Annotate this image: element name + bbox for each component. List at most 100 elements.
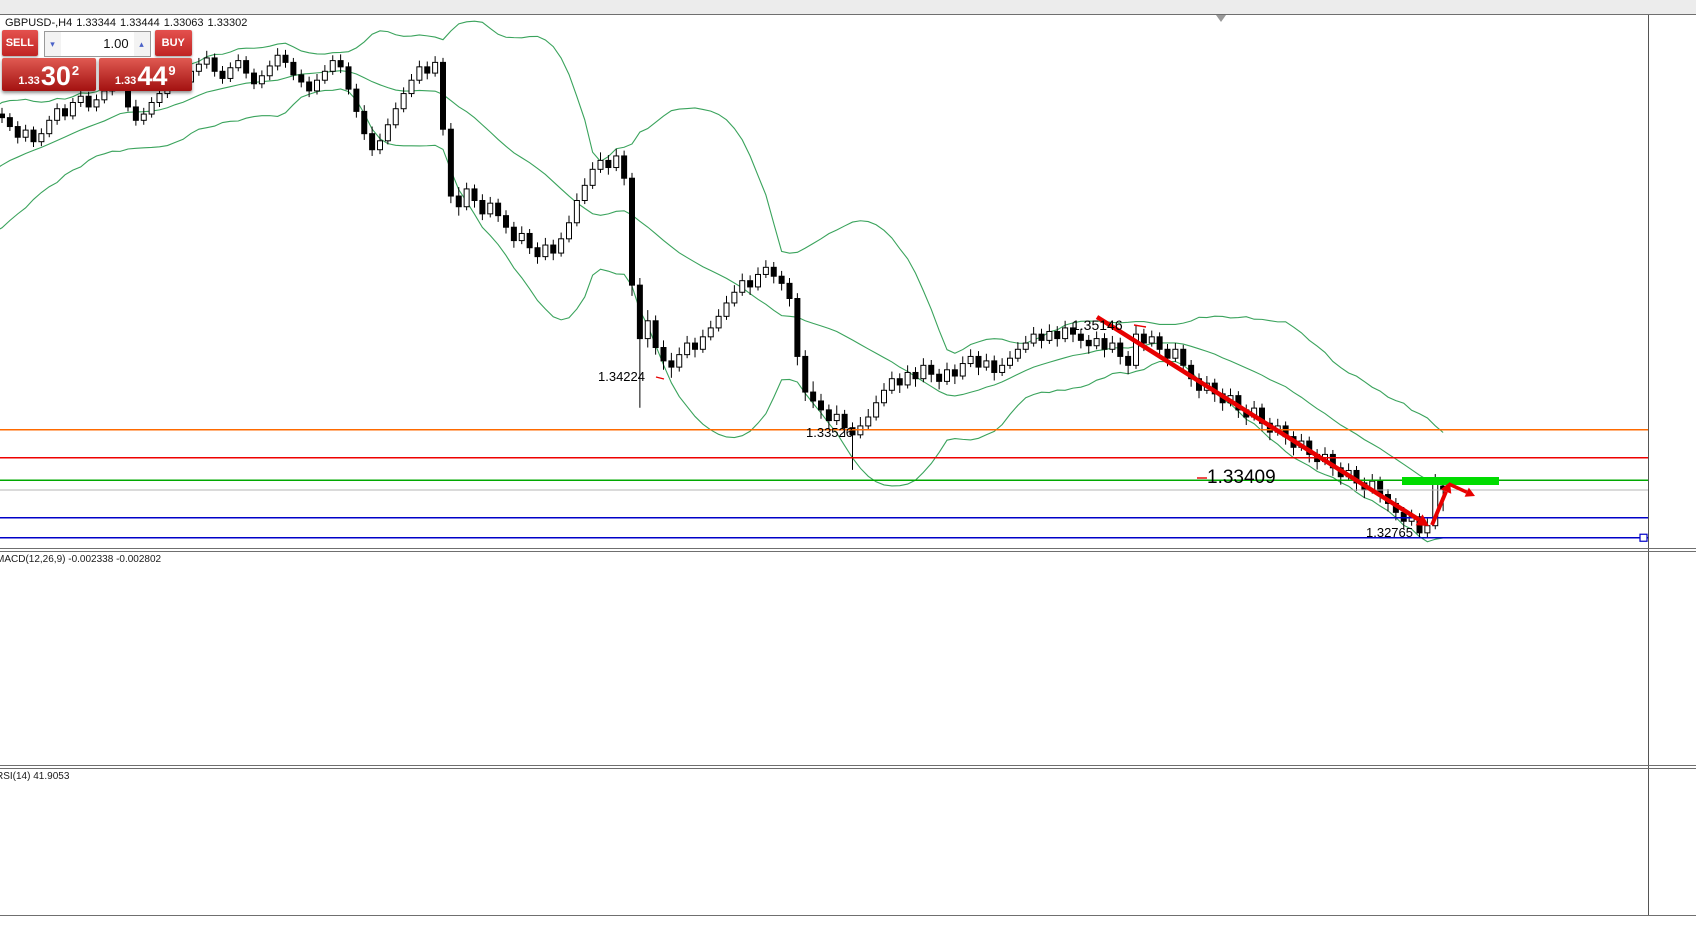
candle-body	[881, 389, 887, 404]
candle	[1014, 342, 1021, 362]
candle	[975, 351, 982, 376]
candle	[156, 88, 163, 107]
candle	[518, 226, 525, 245]
candle-body	[550, 244, 557, 254]
rsi-panel-canvas[interactable]	[0, 769, 1648, 915]
candle-body	[802, 355, 809, 393]
volume-increase-button[interactable]: ▴	[133, 32, 150, 56]
candle-body	[314, 79, 320, 92]
ask-price-tile[interactable]: 1.33 44 9	[98, 58, 192, 91]
sell-button[interactable]: SELL	[2, 30, 38, 56]
candle	[432, 56, 439, 77]
candle-body	[0, 113, 5, 119]
candle-body	[841, 413, 848, 429]
candle-body	[243, 60, 250, 74]
price-callout[interactable]: 1.32765	[1366, 525, 1413, 540]
buy-button[interactable]: BUY	[154, 30, 192, 56]
candle-body	[975, 355, 982, 368]
time-axis-border	[0, 915, 1696, 916]
bid-price-pip: 2	[71, 63, 80, 78]
candle	[0, 107, 5, 123]
price-callout[interactable]: 1.33526	[806, 425, 853, 440]
candle-body	[424, 66, 431, 74]
candle	[668, 352, 675, 378]
candle-body	[369, 133, 376, 151]
candle-body	[408, 79, 415, 95]
candle-body	[928, 364, 935, 375]
level-selection-marker[interactable]	[1639, 533, 1648, 542]
price-axis-line[interactable]	[1648, 14, 1649, 916]
candle-body	[951, 369, 958, 377]
candle-body	[14, 126, 21, 138]
candle	[1070, 322, 1076, 343]
candle	[944, 362, 950, 385]
candle	[148, 97, 155, 118]
candle-body	[211, 57, 218, 72]
candle	[810, 381, 817, 409]
rsi-indicator-label: RSI(14) 41.9053	[0, 771, 70, 782]
candle	[447, 122, 454, 204]
macd-panel-canvas[interactable]	[0, 552, 1648, 765]
time-axis[interactable]	[0, 916, 1696, 934]
candle	[589, 162, 596, 189]
candle	[605, 155, 612, 175]
candle	[999, 358, 1006, 377]
candle-body	[227, 67, 234, 79]
candle	[495, 198, 502, 222]
candle	[778, 270, 785, 291]
price-callout[interactable]: 1.35146	[1072, 317, 1123, 333]
volume-input[interactable]: 1.00	[103, 36, 129, 51]
candle	[487, 196, 494, 218]
rsi-separator-top[interactable]	[0, 765, 1696, 766]
candle	[629, 172, 635, 296]
candle-body	[857, 425, 864, 436]
candle-body	[581, 184, 588, 201]
candle	[1148, 330, 1155, 347]
candle	[1172, 343, 1179, 362]
macd-separator-top[interactable]	[0, 548, 1696, 549]
candle	[440, 57, 446, 136]
candle-body	[613, 155, 620, 169]
candle-body	[274, 54, 281, 67]
candle	[1125, 351, 1132, 375]
price-callout[interactable]: 1.34224	[598, 369, 645, 384]
candle-body	[361, 110, 368, 135]
candle-body	[30, 129, 37, 143]
candle-body	[495, 202, 502, 217]
candle-body	[392, 108, 399, 126]
candle	[400, 87, 407, 113]
volume-decrease-button[interactable]: ▾	[44, 32, 61, 56]
bid-price-tile[interactable]: 1.33 30 2	[2, 58, 96, 91]
candle	[30, 126, 37, 148]
candle	[731, 285, 738, 307]
candle	[881, 383, 887, 407]
candle-body	[487, 202, 494, 215]
candle	[857, 417, 864, 439]
candle-body	[1156, 336, 1163, 350]
candle-body	[668, 360, 675, 368]
candle-body	[337, 60, 344, 68]
candle-body	[235, 60, 242, 69]
chart-shift-marker[interactable]	[1216, 15, 1226, 22]
candle	[203, 50, 210, 69]
candle-body	[762, 266, 769, 275]
candle	[1117, 337, 1124, 365]
candle-body	[85, 95, 92, 108]
candle	[755, 267, 761, 291]
candle	[739, 273, 746, 296]
candle	[1085, 335, 1092, 354]
main-chart-canvas[interactable]	[0, 15, 1648, 548]
candle-body	[345, 66, 352, 90]
candle	[227, 62, 234, 82]
candle	[534, 242, 541, 264]
candle	[558, 232, 565, 257]
price-callout[interactable]: 1.33409	[1207, 467, 1276, 488]
candle-body	[195, 63, 202, 72]
quote-high: 1.33444	[120, 17, 160, 29]
candle-body	[251, 72, 257, 85]
candle-body	[1164, 348, 1171, 359]
candle	[896, 373, 903, 393]
candle-body	[432, 61, 439, 74]
candle	[566, 215, 572, 243]
